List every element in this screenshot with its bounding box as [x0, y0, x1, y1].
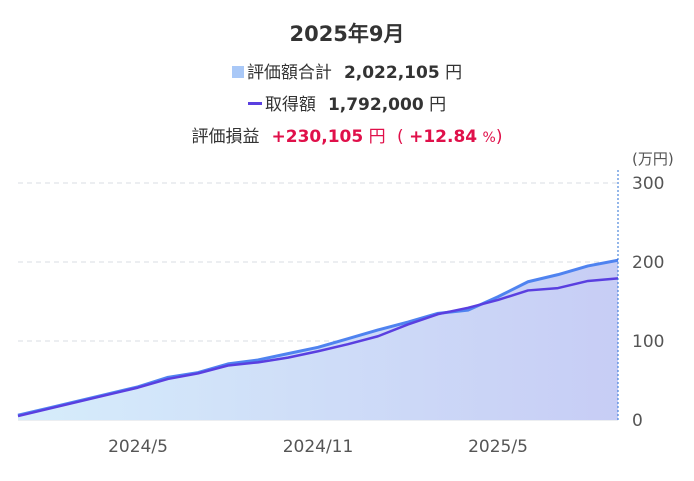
- cost-point: [557, 287, 560, 290]
- cost-swatch-icon: [247, 102, 262, 105]
- gain-unit: 円: [368, 127, 386, 147]
- valuation-point: [377, 328, 380, 331]
- legend-valuation: 評価額合計 2,022,105 円: [0, 58, 694, 83]
- cost-point: [377, 335, 380, 338]
- valuation-point: [347, 337, 350, 340]
- cost-point: [497, 298, 500, 301]
- cost-point: [287, 356, 290, 359]
- valuation-point: [527, 280, 530, 283]
- gain-summary: 評価損益 +230,105 円 ( +12.84 %): [0, 122, 694, 147]
- cost-point: [347, 343, 350, 346]
- cost-point: [257, 361, 260, 364]
- gain-pct-value: +12.84: [409, 127, 478, 147]
- valuation-point: [557, 273, 560, 276]
- y-axis-ticks: 0 100 200 300: [632, 174, 664, 431]
- x-tick-label: 2025/5: [468, 437, 528, 457]
- cost-point: [197, 372, 200, 375]
- cost-point: [317, 350, 320, 353]
- cost-point: [587, 279, 590, 282]
- valuation-point: [587, 264, 590, 267]
- gain-pct-open: (: [397, 127, 404, 147]
- x-tick-label: 2024/5: [108, 437, 168, 457]
- gain-label: 評価損益: [191, 127, 260, 147]
- chart-title: 2025年9月: [289, 22, 405, 46]
- y-tick-label: 200: [632, 253, 664, 273]
- valuation-swatch-icon: [231, 65, 244, 78]
- gain-value: +230,105: [271, 127, 364, 147]
- legend-cost: 取得額 1,792,000 円: [0, 90, 694, 115]
- x-tick-label: 2024/11: [283, 437, 354, 457]
- valuation-value: 2,022,105: [343, 63, 440, 83]
- cost-unit: 円: [429, 95, 447, 115]
- cost-point: [107, 393, 110, 396]
- cost-point: [527, 289, 530, 292]
- y-tick-label: 300: [632, 174, 664, 194]
- cost-point: [407, 323, 410, 326]
- valuation-point: [287, 352, 290, 355]
- cost-line: [17, 277, 619, 418]
- y-tick-label: 100: [632, 332, 664, 352]
- cost-value: 1,792,000: [327, 95, 424, 115]
- gain-pct-unit: %: [482, 130, 496, 146]
- y-tick-label: 0: [632, 411, 643, 431]
- valuation-point: [317, 346, 320, 349]
- cost-point: [167, 377, 170, 380]
- cost-point: [137, 386, 140, 389]
- cost-point: [467, 306, 470, 309]
- cost-point: [227, 364, 230, 367]
- cost-label: 取得額: [264, 95, 316, 115]
- x-axis-ticks: 2024/5 2024/11 2025/5: [108, 437, 528, 457]
- cost-point: [77, 400, 80, 403]
- cost-point: [437, 313, 440, 316]
- valuation-unit: 円: [445, 63, 463, 83]
- valuation-label: 評価額合計: [246, 63, 332, 83]
- valuation-point: [497, 295, 500, 298]
- y-axis-unit: (万円): [632, 150, 674, 168]
- cost-point: [47, 407, 50, 410]
- gain-pct-close: ): [495, 127, 503, 147]
- cost-point: [17, 415, 20, 418]
